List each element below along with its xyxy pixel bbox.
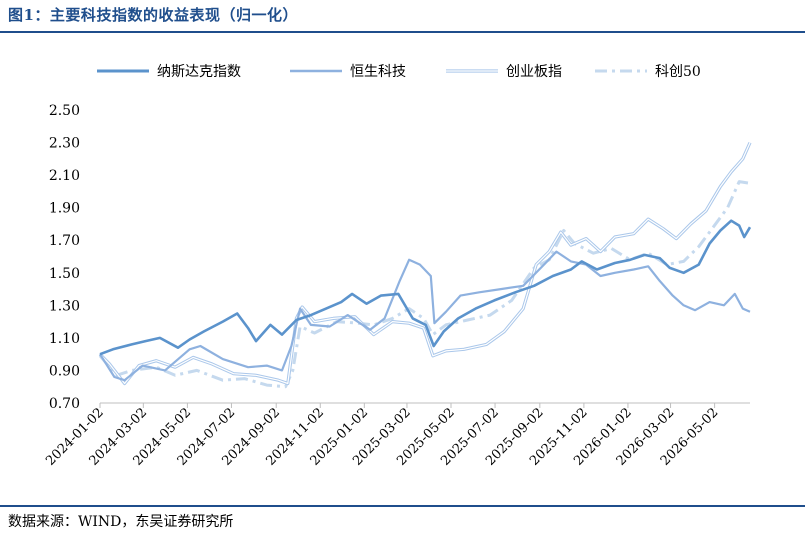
top-rule [0, 31, 805, 33]
chart-legend: 纳斯达克指数 恒生科技 创业板指 科创50 [97, 64, 701, 80]
y-tick-label: 0.90 [49, 363, 80, 379]
legend-label: 恒生科技 [350, 64, 406, 80]
y-tick-label: 2.30 [49, 136, 80, 152]
series-line [98, 180, 751, 389]
legend-item: 纳斯达克指数 [97, 64, 241, 80]
legend-item: 恒生科技 [290, 64, 406, 80]
y-tick-label: 2.10 [49, 168, 80, 184]
series-0-group [99, 219, 752, 356]
series-layer [98, 141, 752, 389]
series-1-group [99, 250, 751, 382]
legend-label: 科创50 [655, 64, 701, 80]
series-3-group [98, 180, 751, 389]
data-source-note: 数据来源：WIND，东吴证券研究所 [8, 514, 234, 530]
chart-title: 图1：主要科技指数的收益表现（归一化） [8, 6, 298, 24]
y-tick-label: 2.50 [49, 103, 80, 119]
series-2-group [98, 141, 752, 386]
bottom-rule [0, 505, 805, 507]
line-chart: 纳斯达克指数 恒生科技 创业板指 科创50 0.70 0.90 1.10 1.30 1.50 1… [43, 64, 752, 469]
series-line-inner [99, 142, 751, 385]
y-tick-label: 1.70 [49, 233, 80, 249]
y-tick-label: 1.50 [49, 266, 80, 282]
y-tick-label: 0.70 [49, 396, 80, 412]
y-tick-label: 1.30 [49, 298, 80, 314]
legend-item: 创业板指 [446, 64, 562, 80]
series-line [99, 219, 752, 356]
y-axis: 0.70 0.90 1.10 1.30 1.50 1.70 1.90 2.10 2.30 2.50 [49, 103, 80, 412]
series-line [99, 250, 751, 382]
x-axis: 2024-01-022024-03-022024-05-022024-07-02… [43, 402, 750, 469]
legend-label: 创业板指 [506, 64, 562, 80]
legend-item: 科创50 [595, 64, 701, 80]
y-tick-label: 1.90 [49, 201, 80, 217]
y-tick-label: 1.10 [49, 331, 80, 347]
legend-label: 纳斯达克指数 [157, 64, 241, 80]
